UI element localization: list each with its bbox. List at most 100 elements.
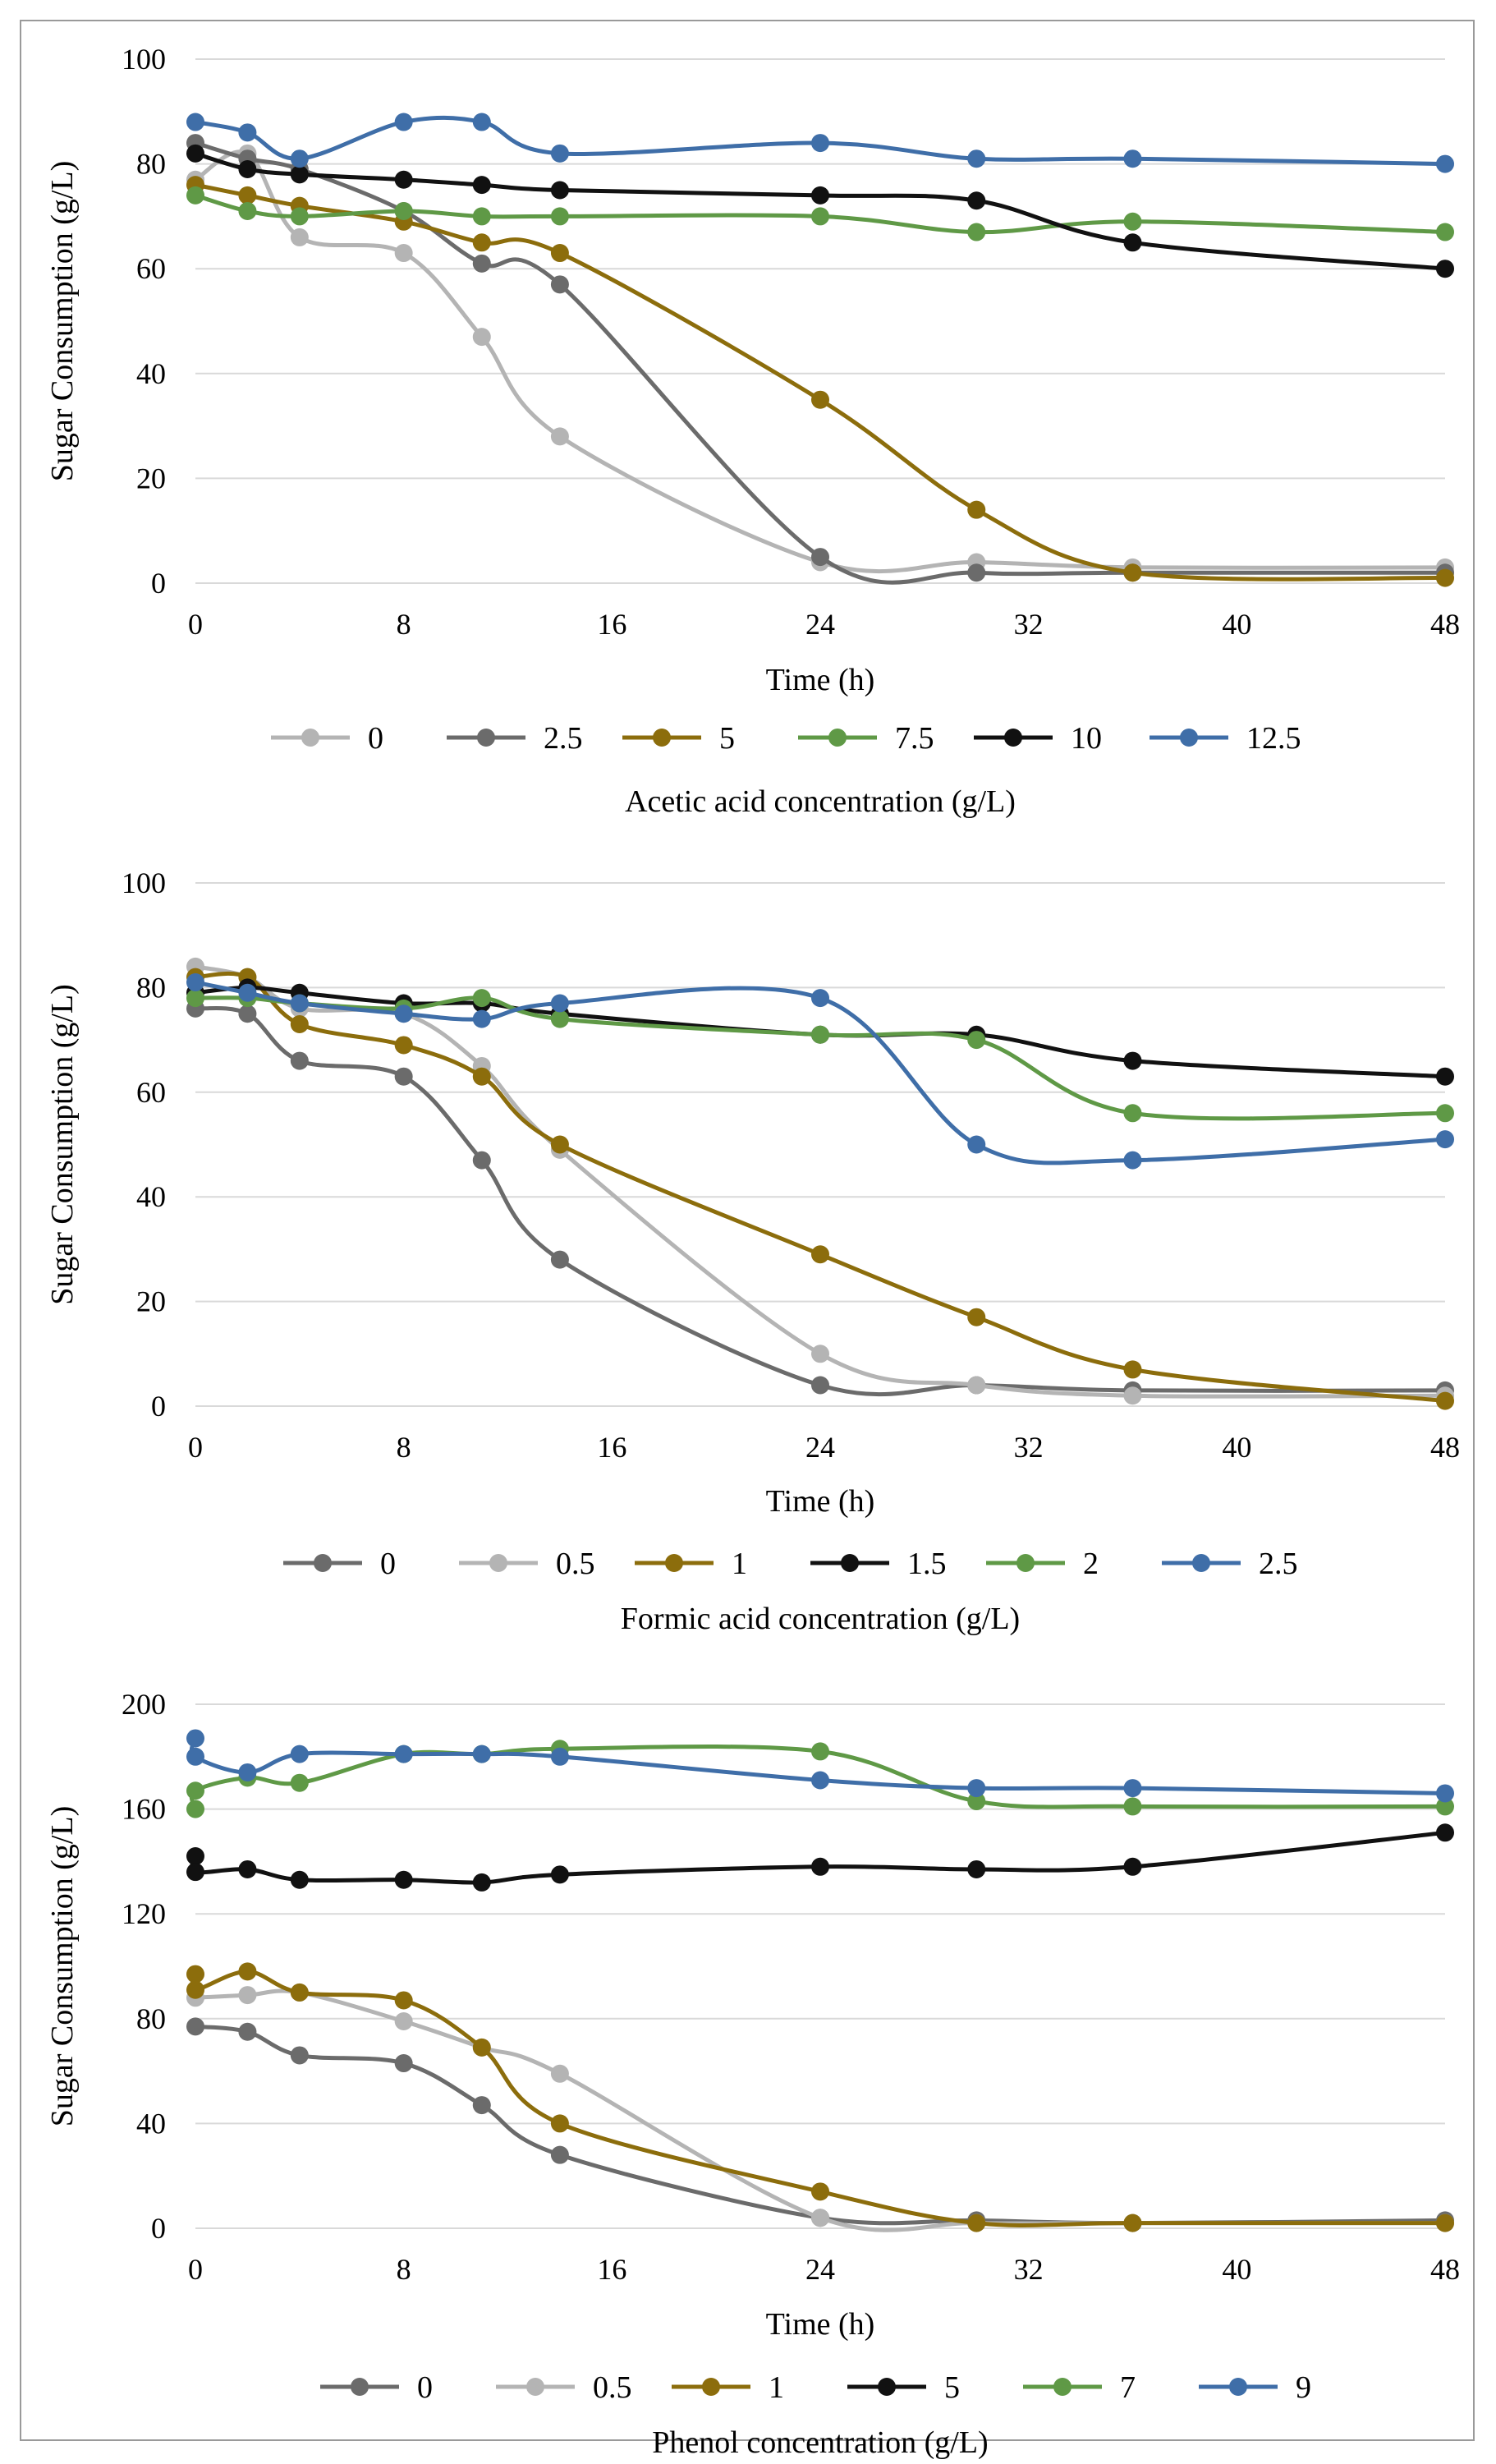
- legend-label: 7.5: [895, 721, 934, 756]
- legend-swatch-marker: [489, 1554, 507, 1572]
- data-point: [472, 1151, 491, 1170]
- data-point: [238, 123, 257, 142]
- x-tick-label: 48: [1430, 608, 1460, 641]
- data-point: [238, 1004, 257, 1023]
- legend-label: 2.5: [544, 721, 583, 756]
- data-point: [472, 989, 491, 1008]
- data-point: [550, 1747, 569, 1766]
- legend-swatch-marker: [1229, 2378, 1247, 2396]
- legend-swatch-marker: [1053, 2378, 1072, 2396]
- data-point: [290, 228, 309, 246]
- data-point: [472, 2096, 491, 2115]
- data-point: [550, 244, 569, 263]
- legend-label: 0: [368, 721, 383, 756]
- data-point: [550, 275, 569, 294]
- data-point: [967, 1792, 986, 1811]
- data-point: [967, 1779, 986, 1798]
- data-point: [1123, 1797, 1142, 1816]
- data-point: [1436, 1784, 1454, 1803]
- data-point: [550, 2064, 569, 2083]
- data-point: [1123, 1151, 1142, 1170]
- data-point: [394, 1067, 413, 1086]
- data-point: [186, 1747, 204, 1766]
- data-point: [811, 1345, 829, 1363]
- data-point: [550, 994, 569, 1013]
- data-point: [1123, 1779, 1142, 1798]
- legend-title: Formic acid concentration (g/L): [621, 1602, 1020, 1636]
- data-point: [290, 994, 309, 1013]
- data-point: [238, 202, 257, 221]
- x-tick-label: 40: [1222, 608, 1251, 641]
- data-point: [186, 113, 204, 131]
- legend-swatch-marker: [1004, 729, 1022, 747]
- series-line-2: [193, 995, 1448, 1121]
- legend-title: Acetic acid concentration (g/L): [625, 784, 1016, 819]
- series-line-5: [193, 182, 1448, 582]
- data-point: [1123, 233, 1142, 252]
- y-tick-label: 20: [136, 1285, 166, 1318]
- x-axis-title: Time (h): [766, 2307, 875, 2342]
- data-point: [811, 186, 829, 205]
- legend-label: 5: [719, 721, 735, 756]
- legend-swatch-marker: [1180, 729, 1198, 747]
- data-point: [290, 2046, 309, 2065]
- data-point: [290, 165, 309, 184]
- data-point: [186, 2017, 204, 2036]
- data-point: [1436, 568, 1454, 587]
- data-point: [394, 170, 413, 189]
- data-point: [550, 427, 569, 446]
- data-point: [394, 202, 413, 221]
- data-point: [811, 390, 829, 409]
- y-tick-label: 40: [136, 357, 166, 390]
- data-point: [550, 181, 569, 200]
- data-point: [550, 1135, 569, 1154]
- data-point: [186, 1847, 204, 1866]
- data-point: [238, 1986, 257, 2005]
- legend-swatch-marker: [314, 1554, 332, 1572]
- data-point: [811, 207, 829, 226]
- data-point: [238, 1859, 257, 1878]
- data-point: [472, 2038, 491, 2057]
- legend-label: 5: [944, 2370, 960, 2405]
- data-point: [290, 149, 309, 168]
- x-tick-label: 16: [597, 2253, 626, 2286]
- data-point: [1123, 2213, 1142, 2232]
- data-point: [472, 207, 491, 226]
- data-point: [290, 1983, 309, 2002]
- x-tick-label: 8: [397, 1431, 411, 1464]
- data-point: [811, 1857, 829, 1876]
- legend-label: 10: [1071, 721, 1102, 756]
- data-point: [472, 254, 491, 273]
- data-point: [967, 191, 986, 210]
- data-point: [394, 1745, 413, 1763]
- x-tick-label: 48: [1430, 1431, 1460, 1464]
- data-point: [1436, 1823, 1454, 1842]
- data-point: [186, 989, 204, 1008]
- data-point: [472, 328, 491, 347]
- data-point: [1123, 1857, 1142, 1876]
- series-line-0: [193, 1005, 1448, 1397]
- data-point: [1436, 1067, 1454, 1086]
- data-point: [472, 233, 491, 252]
- data-point: [550, 207, 569, 226]
- data-point: [238, 2022, 257, 2041]
- data-point: [1436, 223, 1454, 241]
- x-tick-label: 0: [188, 2253, 203, 2286]
- data-point: [472, 1745, 491, 1763]
- data-point: [290, 1014, 309, 1033]
- data-point: [1123, 212, 1142, 231]
- data-point: [1436, 2213, 1454, 2232]
- data-point: [394, 1036, 413, 1055]
- legend-swatch-marker: [665, 1554, 683, 1572]
- data-point: [290, 207, 309, 226]
- data-point: [1436, 154, 1454, 173]
- data-point: [186, 1980, 204, 1999]
- y-tick-label: 80: [136, 971, 166, 1004]
- legend-label: 1: [769, 2370, 784, 2405]
- y-tick-label: 200: [122, 1688, 166, 1721]
- legend-label: 1.5: [907, 1547, 947, 1581]
- x-tick-label: 32: [1014, 1431, 1044, 1464]
- data-point: [967, 500, 986, 519]
